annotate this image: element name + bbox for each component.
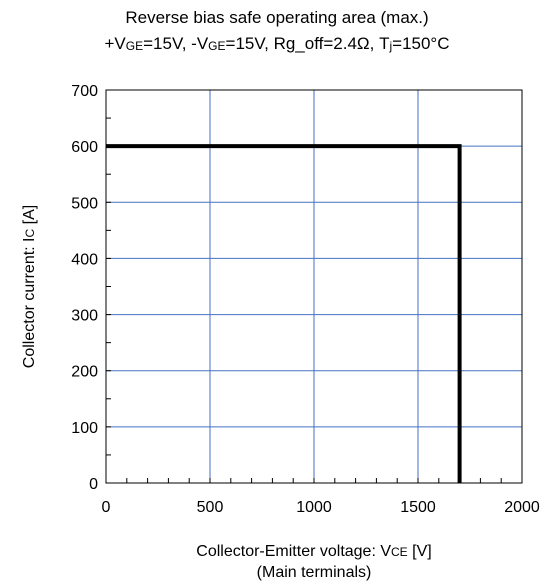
- x-axis-label: Collector-Emitter voltage: VCE [V]: [196, 543, 431, 560]
- chart-title: Reverse bias safe operating area (max.): [125, 8, 429, 27]
- y-tick-label: 300: [71, 308, 98, 325]
- y-tick-label: 0: [89, 476, 98, 493]
- x-tick-label: 1000: [296, 499, 332, 516]
- chart-subtitle: +VGE=15V, -VGE=15V, Rg_off=2.4Ω, Tj=150°…: [104, 34, 450, 53]
- y-tick-label: 500: [71, 195, 98, 212]
- y-tick-label: 400: [71, 251, 98, 268]
- plot-frame: [105, 89, 523, 484]
- series-line: [106, 144, 462, 483]
- x-tick-label: 500: [197, 499, 224, 516]
- y-tick-label: 600: [71, 139, 98, 156]
- series: [106, 144, 462, 483]
- y-tick-label: 700: [71, 83, 98, 100]
- x-tick-label: 1500: [400, 499, 436, 516]
- y-tick-label: 200: [71, 364, 98, 381]
- tick-labels: 0 500 1000 1500 2000 0 100 200 300 400 500 600 700: [71, 83, 540, 516]
- x-tick-label: 0: [102, 499, 111, 516]
- x-axis-label-line2: (Main terminals): [257, 564, 372, 581]
- y-axis-label: Collector current: IC [A]: [21, 205, 38, 368]
- y-tick-label: 100: [71, 420, 98, 437]
- x-tick-label: 2000: [504, 499, 540, 516]
